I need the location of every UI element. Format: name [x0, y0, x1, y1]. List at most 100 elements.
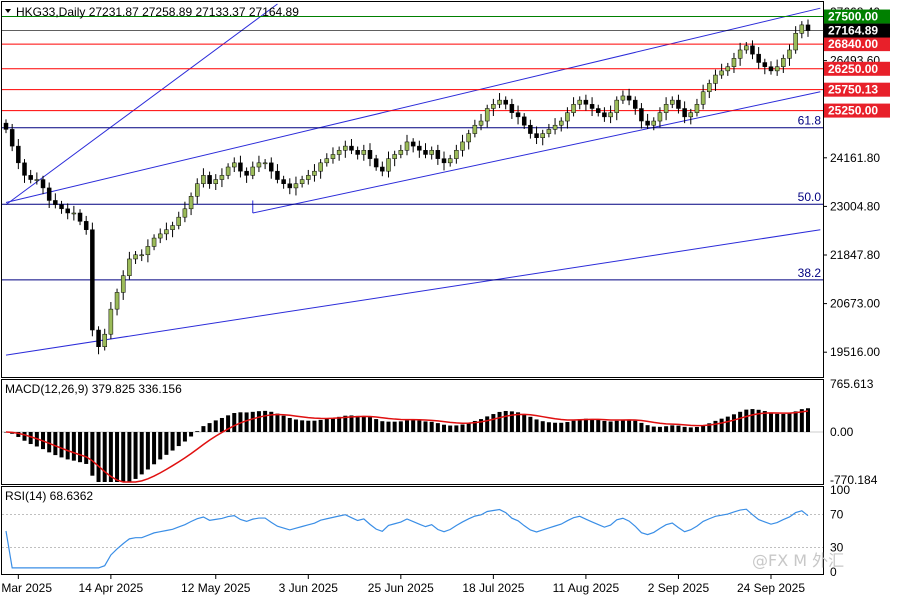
candle-bull: [398, 150, 404, 155]
candle-bull: [651, 120, 657, 126]
candle-bull: [793, 33, 798, 51]
macd-bar: [590, 418, 595, 432]
x-axis-label: 11 Aug 2025: [553, 581, 620, 595]
macd-bar: [133, 432, 138, 479]
candle-bull: [120, 275, 126, 293]
candle-bear: [521, 116, 527, 126]
macd-bar: [614, 420, 619, 432]
macd-bar: [522, 414, 527, 432]
candle-bull: [151, 237, 157, 247]
level-box-label-26840.00: 26840.00: [828, 37, 878, 51]
macd-bar: [583, 418, 588, 432]
level-box-26840.00: [824, 37, 890, 52]
macd-bar: [219, 417, 224, 432]
candle-bull: [139, 254, 144, 257]
candle-bull: [219, 175, 225, 180]
macd-bar: [59, 432, 64, 458]
candle-bull: [213, 179, 219, 184]
candle-bear: [16, 145, 21, 164]
rsi-axis-label: 100: [830, 483, 850, 497]
macd-bar: [349, 415, 354, 432]
macd-bar: [466, 422, 471, 432]
macd-bar: [472, 420, 477, 432]
candle-bull: [34, 179, 40, 181]
macd-bar: [608, 421, 613, 432]
candle-bull: [225, 166, 231, 176]
macd-bar: [22, 432, 27, 441]
trendline-3: [252, 91, 821, 214]
candle-bear: [639, 108, 644, 122]
candle-bull: [330, 154, 336, 159]
macd-title: MACD(12,26,9) 379.825 336.156: [5, 382, 182, 396]
macd-bar: [398, 421, 403, 432]
candle-bear: [3, 122, 9, 130]
candle-bear: [238, 162, 243, 172]
x-axis-label: 18 Jul 2025: [462, 581, 524, 595]
macd-bar: [256, 411, 261, 432]
macd-bar: [182, 432, 187, 442]
macd-layer: [2, 408, 823, 483]
macd-bar: [664, 426, 669, 432]
macd-bar: [577, 419, 582, 432]
candle-bull: [472, 124, 478, 134]
x-axis-label: 25 Jun 2025: [368, 581, 434, 595]
candle-bull: [731, 58, 737, 67]
rsi-line: [5, 508, 809, 569]
macd-bar: [645, 425, 650, 432]
macd-bar: [207, 423, 212, 432]
candle-bull: [256, 162, 262, 168]
candle-bear: [96, 329, 101, 347]
macd-bar: [429, 421, 434, 432]
price-axis-label: 23004.80: [830, 199, 880, 213]
macd-bar: [16, 432, 21, 437]
candle-bull: [299, 179, 305, 184]
macd-bar: [435, 423, 440, 432]
macd-bar: [651, 426, 656, 432]
macd-bar: [367, 417, 372, 432]
candle-bear: [207, 175, 212, 184]
candle-bull: [194, 183, 200, 197]
macd-bar: [750, 409, 755, 432]
dropdown-triangle-icon[interactable]: [5, 9, 11, 13]
macd-bar: [361, 415, 366, 432]
level-box-label-26250.00: 26250.00: [828, 62, 878, 76]
candle-bull: [737, 49, 743, 59]
candle-bull: [719, 70, 724, 76]
macd-bar: [281, 415, 286, 432]
candle-bear: [515, 112, 521, 118]
candle-bull: [447, 158, 453, 164]
macd-bar: [121, 432, 126, 482]
candle-bull: [164, 229, 169, 235]
candle-bull: [176, 216, 181, 226]
macd-bar: [503, 410, 508, 432]
candle-bull: [546, 129, 552, 134]
candle-bull: [429, 150, 434, 155]
macd-bar: [806, 408, 810, 432]
price-axis-label: 21847.80: [830, 248, 880, 262]
candle-bull: [694, 104, 700, 113]
candle-bear: [46, 187, 52, 201]
candle-bull: [386, 158, 391, 172]
macd-bar: [380, 421, 385, 432]
candle-bull: [670, 99, 675, 105]
macd-bar: [738, 411, 743, 432]
candle-bear: [53, 200, 58, 205]
macd-bar: [516, 412, 521, 432]
symbol-header: HKG33,Daily 27231.87 27258.89 27133.37 2…: [16, 5, 299, 19]
macd-bar: [781, 413, 786, 432]
trendline-1: [5, 3, 278, 206]
macd-bar: [639, 422, 644, 432]
watermark-text: @FX M 外汇: [752, 551, 844, 570]
candle-bear: [441, 158, 447, 164]
macd-axis-label: 765.613: [830, 377, 874, 391]
macd-bar: [170, 432, 175, 451]
candle-bear: [602, 112, 607, 118]
macd-bar: [244, 412, 249, 432]
macd-bar: [559, 422, 564, 432]
macd-bar: [719, 418, 724, 432]
candle-bull: [491, 104, 496, 109]
macd-bar: [682, 426, 687, 432]
candle-bear: [9, 129, 15, 147]
macd-bar: [201, 426, 206, 432]
macd-bar: [676, 425, 681, 432]
